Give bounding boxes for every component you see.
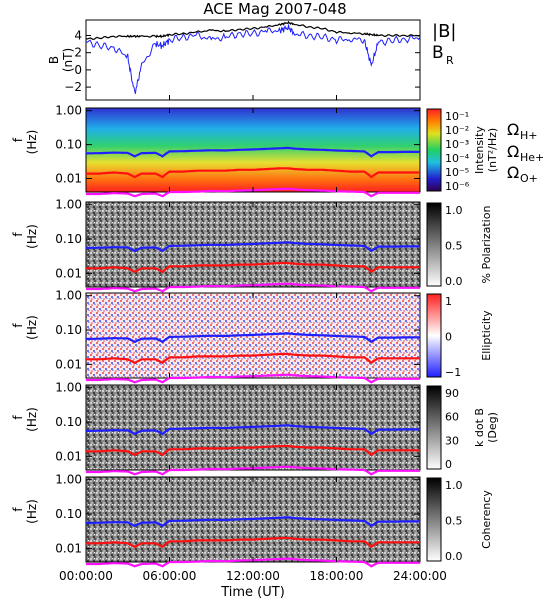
ellipticity-ytick-label: 0.10 xyxy=(55,323,82,337)
gyro-legend-sub: He+ xyxy=(520,151,544,164)
intensity-colorbar-tick: 10⁻³ xyxy=(445,138,469,151)
legend-b-radial: B xyxy=(432,43,444,63)
intensity-colorbar-tick: 10⁻⁴ xyxy=(445,152,470,165)
intensity-gyro-hplus xyxy=(86,146,420,158)
b-ytick-label: 2 xyxy=(74,46,82,60)
kdotb-colorbar-label: k dot B xyxy=(473,408,486,447)
kdotb-colorbar-tick: 0 xyxy=(445,458,452,471)
ellipticity-ylabel-hz: (Hz) xyxy=(25,315,39,340)
kdotb-colorbar-unit: (Deg) xyxy=(486,412,499,443)
intensity-colorbar-unit: (nT²/Hz) xyxy=(486,128,499,172)
overlays-layer xyxy=(85,108,421,568)
kdotb-colorbar-tick: 90 xyxy=(445,387,459,400)
ellipticity-colorbar-tick: 0 xyxy=(445,331,452,344)
coherency-colorbar-label: Coherency xyxy=(480,490,493,549)
intensity-colorbar-label: Intensity xyxy=(473,126,486,174)
kdotb-gyro-heplus xyxy=(86,444,420,457)
gyro-legend-sub: H+ xyxy=(520,129,538,142)
polarization-colorbar xyxy=(426,202,442,287)
intensity-ylabel-hz: (Hz) xyxy=(25,130,39,155)
coherency-ylabel-hz: (Hz) xyxy=(25,499,39,524)
polarization-ylabel-f: f xyxy=(11,232,25,237)
panels-layer xyxy=(85,19,442,563)
gyro-legend-symbol: Ω xyxy=(507,120,519,139)
intensity-colorbar-tick: 10⁻⁵ xyxy=(445,166,469,179)
coherency-ytick-label: 0.01 xyxy=(55,541,82,555)
ellipticity-colorbar-label: Ellipticity xyxy=(480,310,493,361)
intensity-gyro-heplus xyxy=(86,167,420,179)
b-radial-line xyxy=(85,24,421,94)
b-ytick-label: 0 xyxy=(74,63,82,77)
ellipticity-gyro-heplus xyxy=(86,352,420,365)
kdotb-ylabel-f: f xyxy=(11,415,25,420)
kdotb-ytick-label: 0.01 xyxy=(55,449,82,463)
x-axis-tick-label: 24:00:00 xyxy=(393,569,447,583)
polarization-gyro-heplus xyxy=(86,261,420,274)
gyro-legend-symbol: Ω xyxy=(507,142,519,161)
coherency-ylabel-f: f xyxy=(11,507,25,512)
gyro-legend-sub: O+ xyxy=(520,172,538,185)
kdotb-colorbar xyxy=(426,385,442,470)
polarization-colorbar-tick: 0.5 xyxy=(445,240,463,253)
polarization-ytick-label: 0.10 xyxy=(55,232,82,246)
ellipticity-ytick-label: 0.01 xyxy=(55,357,82,371)
intensity-colorbar xyxy=(426,108,442,192)
kdotb-colorbar-tick: 60 xyxy=(445,411,459,424)
intensity-ytick-label: 1.00 xyxy=(55,104,82,118)
legend-b-magnitude: |B| xyxy=(432,21,456,42)
coherency-ytick-label: 0.10 xyxy=(55,507,82,521)
ellipticity-colorbar-tick: −1 xyxy=(445,366,461,379)
ellipticity-ylabel-f: f xyxy=(11,323,25,328)
polarization-ytick-label: 0.01 xyxy=(55,266,82,280)
intensity-ylabel-f: f xyxy=(11,137,25,142)
polarization-ytick-label: 1.00 xyxy=(55,198,82,212)
coherency-ytick-label: 1.00 xyxy=(55,473,82,487)
ellipticity-ytick-label: 1.00 xyxy=(55,289,82,303)
coherency-colorbar-tick: 0.5 xyxy=(445,515,463,528)
coherency-colorbar-tick: 1.0 xyxy=(445,479,463,492)
intensity-ytick-label: 0.01 xyxy=(55,172,82,186)
polarization-ylabel-hz: (Hz) xyxy=(25,224,39,249)
kdotb-ytick-label: 1.00 xyxy=(55,381,82,395)
polarization-colorbar-tick: 0.0 xyxy=(445,275,463,288)
ellipticity-colorbar xyxy=(426,293,442,378)
x-axis-tick-label: 06:00:00 xyxy=(143,569,197,583)
ellipticity-gyro-hplus xyxy=(86,332,420,344)
labels-layer: 420−2B (nT)|B|B R1.000.100.01f (Hz)10⁻¹10⁻²… xyxy=(11,21,544,583)
coherency-gyro-hplus xyxy=(86,516,420,528)
x-axis-tick-label: 18:00:00 xyxy=(310,569,364,583)
b-ytick-label: 4 xyxy=(74,28,82,42)
polarization-gyro-hplus xyxy=(86,241,420,253)
gyro-legend-symbol: Ω xyxy=(507,163,519,182)
kdotb-gyro-hplus xyxy=(86,424,420,436)
x-axis-tick-label: 00:00:00 xyxy=(59,569,113,583)
polarization-colorbar-label: % Polarization xyxy=(480,206,493,284)
x-axis-label: Time (UT) xyxy=(220,585,285,600)
kdotb-ytick-label: 0.10 xyxy=(55,415,82,429)
b-ylabel-bottom: (nT) xyxy=(61,48,75,72)
intensity-colorbar-tick: 10⁻¹ xyxy=(445,110,469,123)
coherency-colorbar xyxy=(426,477,442,562)
coherency-colorbar-tick: 0.0 xyxy=(445,550,463,563)
b-ylabel-top: B xyxy=(47,56,61,64)
x-axis-tick-label: 12:00:00 xyxy=(226,569,280,583)
b-magnitude-line xyxy=(86,20,421,41)
ellipticity-colorbar-tick: 1 xyxy=(445,295,452,308)
legend-b-radial-sub: R xyxy=(446,54,454,67)
b-ytick-label: −2 xyxy=(64,80,82,94)
intensity-ytick-label: 0.10 xyxy=(55,138,82,152)
figure-title: ACE Mag 2007-048 xyxy=(203,0,346,18)
polarization-colorbar-tick: 1.0 xyxy=(445,204,463,217)
coherency-gyro-heplus xyxy=(86,536,420,549)
kdotb-colorbar-tick: 30 xyxy=(445,434,459,447)
intensity-colorbar-tick: 10⁻² xyxy=(445,124,469,137)
kdotb-ylabel-hz: (Hz) xyxy=(25,407,39,432)
intensity-colorbar-tick: 10⁻⁶ xyxy=(445,180,470,193)
